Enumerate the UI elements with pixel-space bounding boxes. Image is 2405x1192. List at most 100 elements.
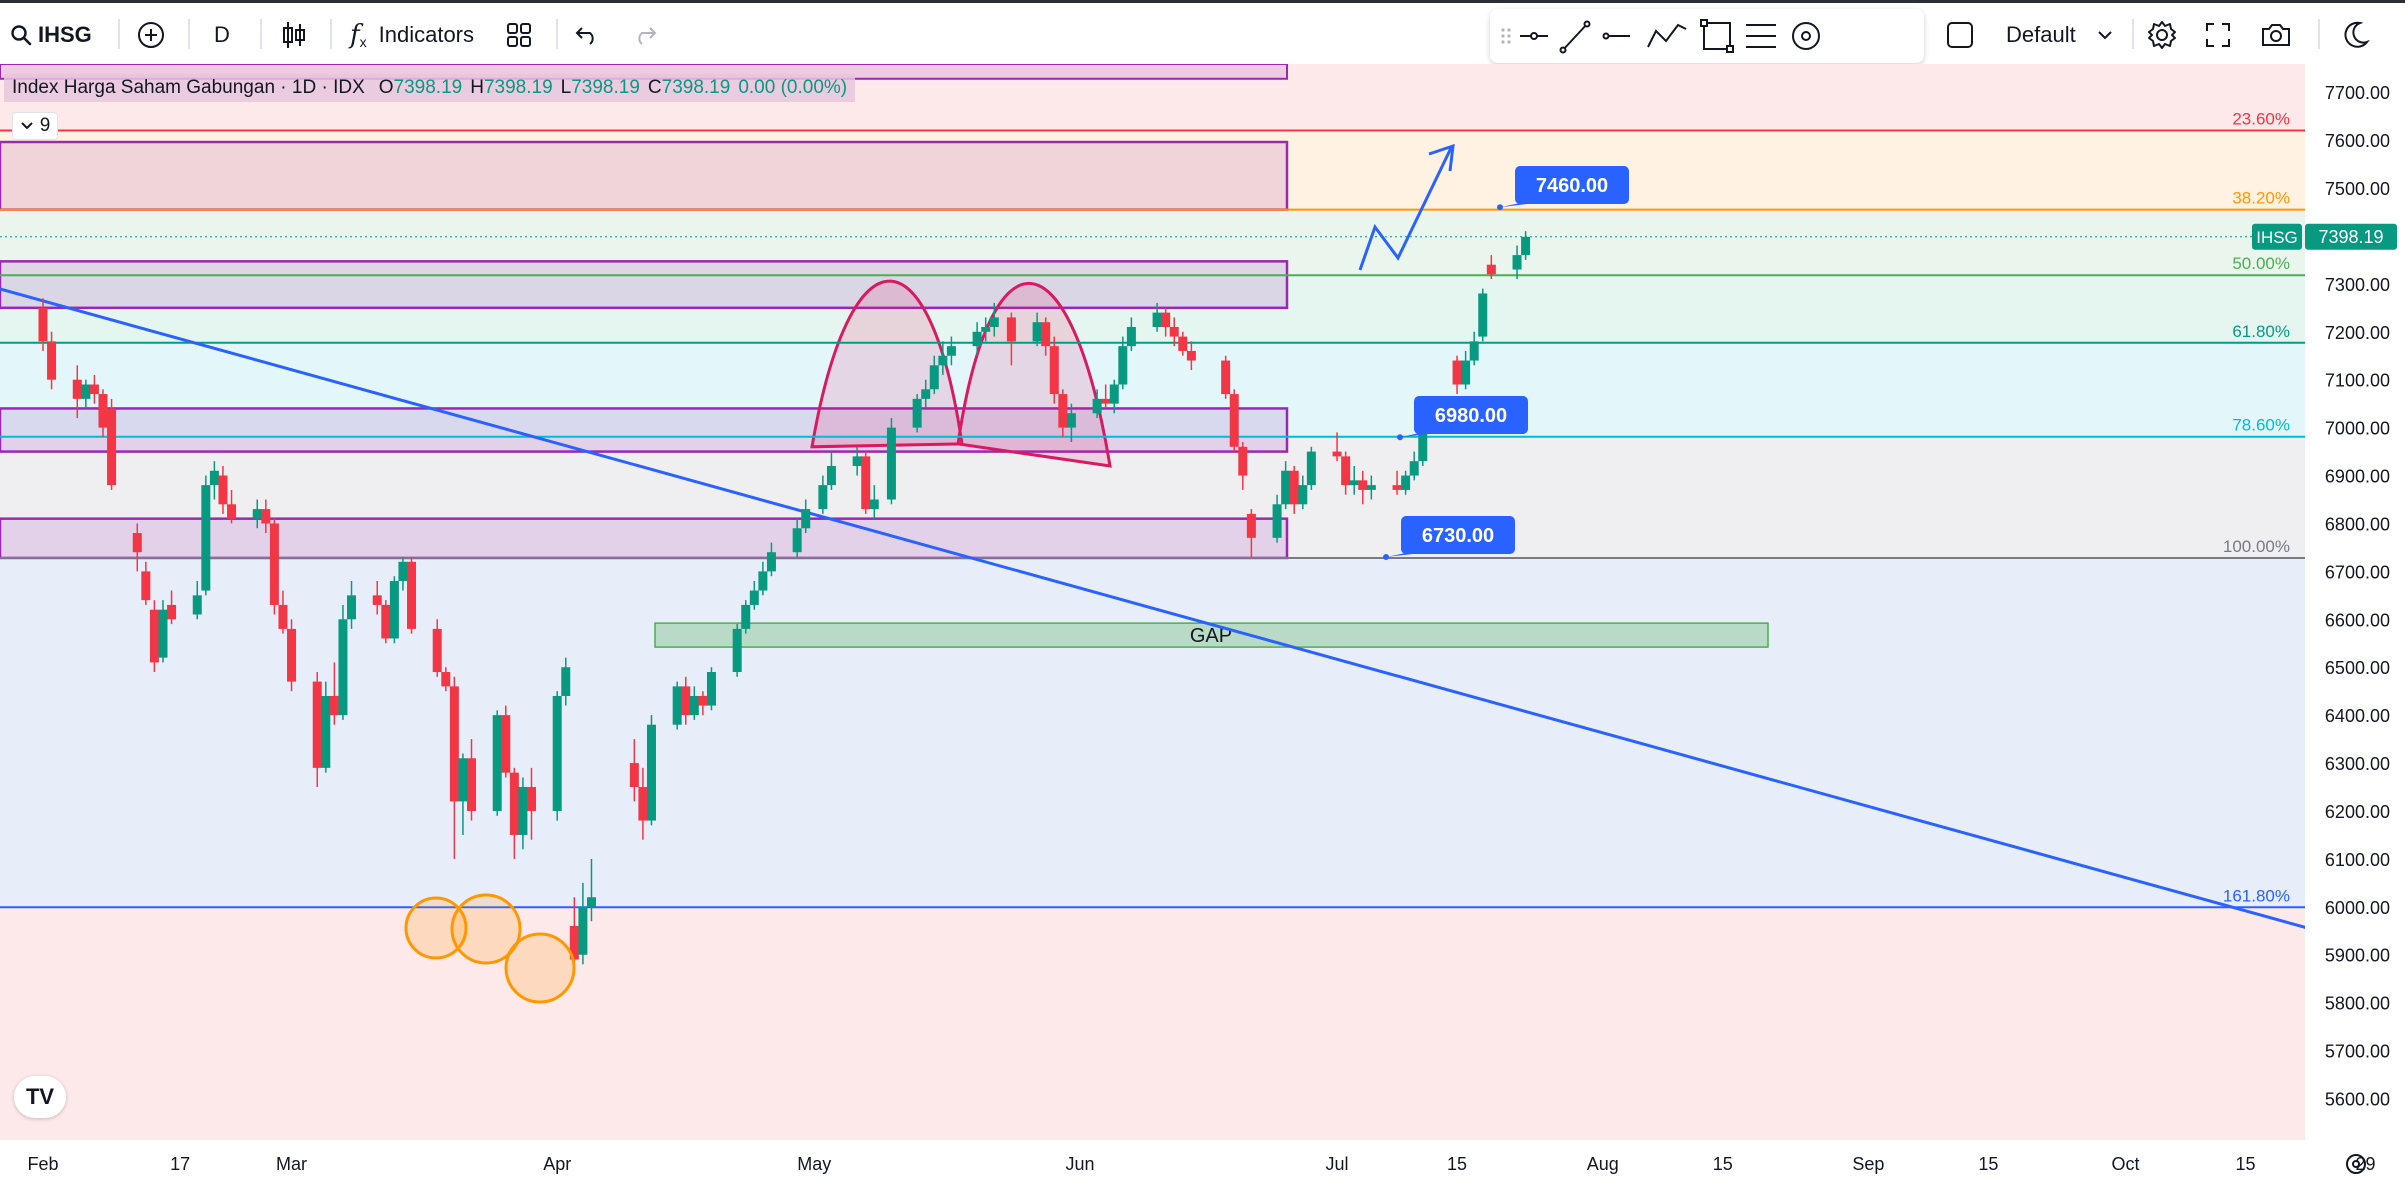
layout-square-button[interactable] bbox=[1946, 6, 1974, 64]
candle-body[interactable] bbox=[38, 307, 48, 342]
candle-body[interactable] bbox=[1332, 451, 1342, 457]
candle-body[interactable] bbox=[72, 379, 82, 399]
candle-body[interactable] bbox=[389, 580, 399, 639]
candle-body[interactable] bbox=[158, 609, 168, 658]
candle-body[interactable] bbox=[278, 604, 288, 629]
candle-body[interactable] bbox=[107, 408, 117, 486]
candle-body[interactable] bbox=[792, 528, 802, 553]
candle-body[interactable] bbox=[287, 628, 297, 682]
candle-body[interactable] bbox=[1041, 322, 1051, 347]
candle-body[interactable] bbox=[1512, 255, 1522, 270]
projection-path[interactable] bbox=[1358, 147, 1453, 271]
candle-body[interactable] bbox=[449, 686, 459, 802]
chart-area[interactable]: GAP 23.60% 38.20% 50.00% 61.80% 78.60% 100.00… bbox=[0, 63, 2405, 1187]
candle-body[interactable] bbox=[646, 724, 656, 821]
candle-body[interactable] bbox=[47, 341, 57, 380]
candle-body[interactable] bbox=[1238, 446, 1248, 476]
candle-body[interactable] bbox=[972, 331, 982, 347]
candle-body[interactable] bbox=[509, 772, 519, 835]
path-icon[interactable] bbox=[1647, 23, 1687, 48]
candle-body[interactable] bbox=[1469, 341, 1479, 361]
candle-body[interactable] bbox=[252, 509, 262, 519]
interval-button[interactable]: D bbox=[214, 6, 230, 64]
candle-body[interactable] bbox=[1109, 384, 1119, 404]
candle-body[interactable] bbox=[1118, 346, 1128, 385]
candle-body[interactable] bbox=[638, 787, 648, 821]
candle-body[interactable] bbox=[347, 595, 357, 620]
target-callout[interactable] bbox=[1414, 396, 1528, 434]
price-chart[interactable]: GAP 23.60% 38.20% 50.00% 61.80% 78.60% 100.00… bbox=[0, 63, 2405, 1187]
candle-body[interactable] bbox=[706, 672, 716, 706]
candle-body[interactable] bbox=[1486, 264, 1496, 275]
candle-body[interactable] bbox=[801, 509, 811, 529]
templates-button[interactable] bbox=[506, 6, 532, 64]
target-callout[interactable] bbox=[1515, 166, 1629, 204]
symbol-search[interactable]: IHSG bbox=[10, 6, 92, 64]
candle-body[interactable] bbox=[141, 571, 151, 601]
candle-body[interactable] bbox=[321, 695, 331, 768]
candle-body[interactable] bbox=[398, 561, 408, 581]
candle-body[interactable] bbox=[458, 758, 468, 802]
support-circle-2[interactable] bbox=[450, 893, 522, 965]
candle-body[interactable] bbox=[1298, 485, 1308, 505]
candle-body[interactable] bbox=[981, 326, 991, 332]
time-axis[interactable]: Feb 17 Mar Apr May Jun Jul 15 Aug 15 Sep 15 Oct 15 29 bbox=[0, 1142, 2405, 1187]
candle-body[interactable] bbox=[1281, 470, 1291, 505]
candle-body[interactable] bbox=[149, 609, 159, 663]
candle-body[interactable] bbox=[1126, 326, 1136, 347]
candle-body[interactable] bbox=[698, 695, 708, 706]
candle-body[interactable] bbox=[629, 763, 639, 788]
candle-body[interactable] bbox=[1058, 394, 1068, 428]
rectangle-icon[interactable] bbox=[1700, 19, 1734, 53]
candle-body[interactable] bbox=[467, 758, 476, 811]
axis-settings-button[interactable] bbox=[2346, 1154, 2366, 1174]
candle-body[interactable] bbox=[1452, 360, 1462, 385]
candle-body[interactable] bbox=[1049, 346, 1059, 395]
zone-box[interactable] bbox=[0, 517, 1289, 560]
downtrend-line[interactable] bbox=[0, 287, 2405, 957]
horizontal-ray-icon[interactable] bbox=[1520, 32, 1548, 40]
candle-body[interactable] bbox=[167, 604, 177, 620]
undo-button[interactable] bbox=[574, 6, 600, 64]
candle-body[interactable] bbox=[552, 695, 562, 811]
candle-body[interactable] bbox=[749, 590, 759, 605]
candle-body[interactable] bbox=[269, 523, 279, 605]
candle-body[interactable] bbox=[1358, 480, 1368, 490]
target-icon[interactable] bbox=[1792, 22, 1820, 50]
candle-body[interactable] bbox=[338, 619, 348, 716]
candle-body[interactable] bbox=[1418, 427, 1428, 462]
candle-body[interactable] bbox=[869, 499, 879, 510]
candle-body[interactable] bbox=[852, 456, 862, 466]
candle-body[interactable] bbox=[1032, 322, 1042, 342]
candle-body[interactable] bbox=[578, 906, 588, 955]
candle-body[interactable] bbox=[1461, 360, 1471, 385]
candle-body[interactable] bbox=[946, 346, 956, 356]
candle-body[interactable] bbox=[192, 595, 202, 615]
indicator-collapse-button[interactable]: 9 bbox=[12, 112, 58, 140]
trend-line-icon[interactable] bbox=[1559, 20, 1591, 54]
candle-body[interactable] bbox=[938, 355, 948, 366]
fib-retracement-icon[interactable] bbox=[1746, 24, 1776, 48]
horizontal-line-icon[interactable] bbox=[1602, 32, 1631, 40]
candle-body[interactable] bbox=[689, 695, 699, 716]
drag-handle-icon[interactable] bbox=[1501, 28, 1511, 44]
candle-body[interactable] bbox=[886, 427, 896, 500]
candle-body[interactable] bbox=[672, 686, 682, 725]
candle-body[interactable] bbox=[758, 571, 768, 591]
double-top-arc-left[interactable] bbox=[810, 279, 964, 449]
candle-body[interactable] bbox=[89, 384, 99, 395]
candle-body[interactable] bbox=[1521, 236, 1531, 256]
candle-body[interactable] bbox=[492, 715, 502, 811]
candle-body[interactable] bbox=[98, 394, 108, 428]
candle-body[interactable] bbox=[1152, 312, 1162, 327]
candle-body[interactable] bbox=[1006, 317, 1016, 342]
candle-body[interactable] bbox=[586, 897, 596, 907]
redo-button[interactable] bbox=[632, 6, 658, 64]
chart-type-button[interactable] bbox=[280, 6, 308, 64]
candle-body[interactable] bbox=[227, 504, 237, 519]
candle-body[interactable] bbox=[1289, 470, 1299, 505]
candle-body[interactable] bbox=[209, 470, 219, 486]
candle-body[interactable] bbox=[1101, 398, 1111, 404]
fullscreen-button[interactable] bbox=[2204, 6, 2232, 64]
candle-body[interactable] bbox=[1092, 398, 1102, 414]
